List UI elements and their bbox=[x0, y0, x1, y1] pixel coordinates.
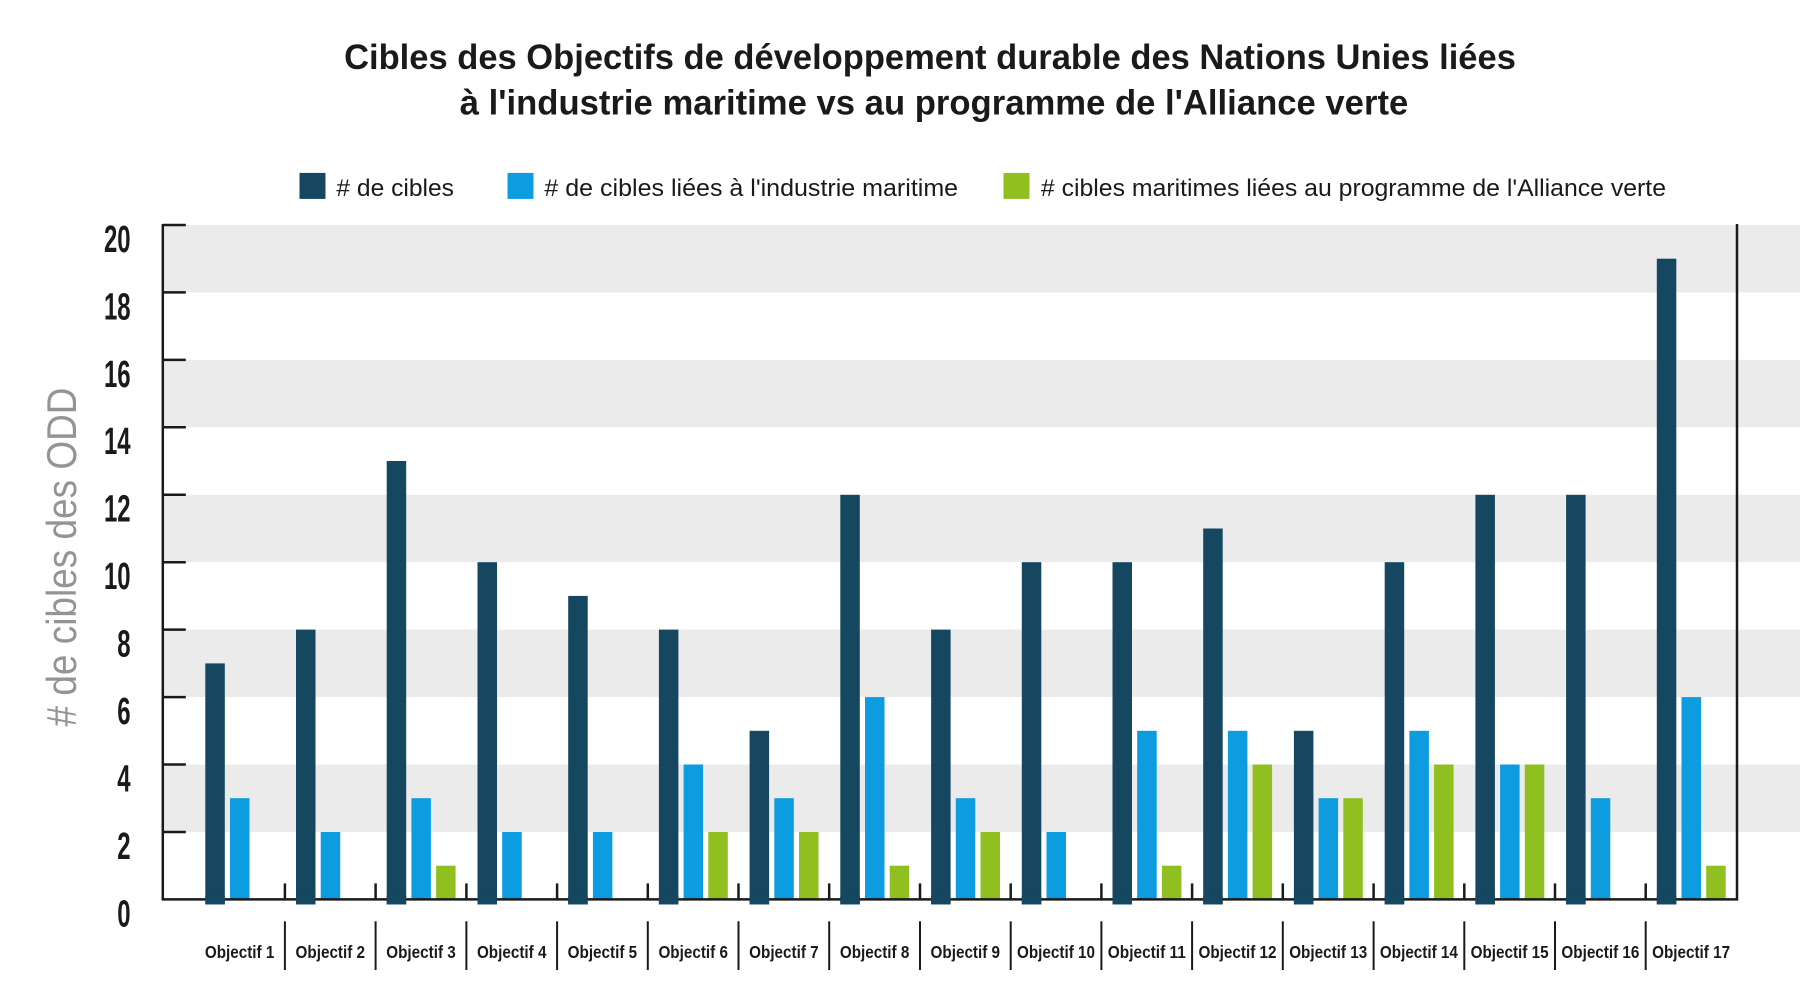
svg-text:Objectif 6: Objectif 6 bbox=[658, 942, 728, 962]
svg-text:Objectif 5: Objectif 5 bbox=[568, 942, 638, 962]
svg-text:Objectif 1: Objectif 1 bbox=[205, 942, 275, 962]
svg-text:18: 18 bbox=[104, 285, 131, 328]
svg-text:# de cibles des ODD: # de cibles des ODD bbox=[38, 388, 85, 727]
svg-text:Objectif 7: Objectif 7 bbox=[749, 942, 819, 962]
svg-text:# de cibles liées à l'industri: # de cibles liées à l'industrie maritime bbox=[544, 175, 958, 202]
svg-text:Objectif 13: Objectif 13 bbox=[1289, 942, 1367, 962]
svg-text:Objectif 2: Objectif 2 bbox=[296, 942, 366, 962]
svg-text:20: 20 bbox=[104, 217, 131, 260]
svg-text:2: 2 bbox=[117, 824, 130, 867]
svg-text:Objectif 11: Objectif 11 bbox=[1108, 942, 1186, 962]
svg-text:Objectif 3: Objectif 3 bbox=[386, 942, 456, 962]
svg-text:Objectif 15: Objectif 15 bbox=[1471, 942, 1549, 962]
svg-text:# de cibles: # de cibles bbox=[336, 175, 454, 202]
svg-text:8: 8 bbox=[117, 622, 130, 665]
svg-text:# cibles maritimes liées au pr: # cibles maritimes liées au programme de… bbox=[1041, 175, 1666, 202]
svg-text:Objectif 17: Objectif 17 bbox=[1652, 942, 1730, 962]
svg-text:Objectif 9: Objectif 9 bbox=[931, 942, 1001, 962]
svg-text:Objectif 12: Objectif 12 bbox=[1199, 942, 1277, 962]
svg-text:Objectif 10: Objectif 10 bbox=[1017, 942, 1095, 962]
svg-text:Objectif 14: Objectif 14 bbox=[1380, 942, 1458, 962]
svg-text:14: 14 bbox=[104, 419, 131, 462]
svg-text:12: 12 bbox=[104, 487, 131, 530]
svg-text:6: 6 bbox=[117, 689, 130, 732]
svg-text:10: 10 bbox=[104, 554, 131, 597]
svg-text:16: 16 bbox=[104, 352, 131, 395]
svg-text:0: 0 bbox=[117, 892, 130, 935]
svg-text:à l'industrie maritime vs au p: à l'industrie maritime vs au programme d… bbox=[460, 84, 1409, 123]
svg-text:Objectif 4: Objectif 4 bbox=[477, 942, 547, 962]
svg-text:4: 4 bbox=[117, 757, 131, 800]
svg-text:Objectif 16: Objectif 16 bbox=[1561, 942, 1639, 962]
svg-text:Cibles des Objectifs de dévelo: Cibles des Objectifs de développement du… bbox=[344, 38, 1516, 77]
svg-text:Objectif 8: Objectif 8 bbox=[840, 942, 910, 962]
